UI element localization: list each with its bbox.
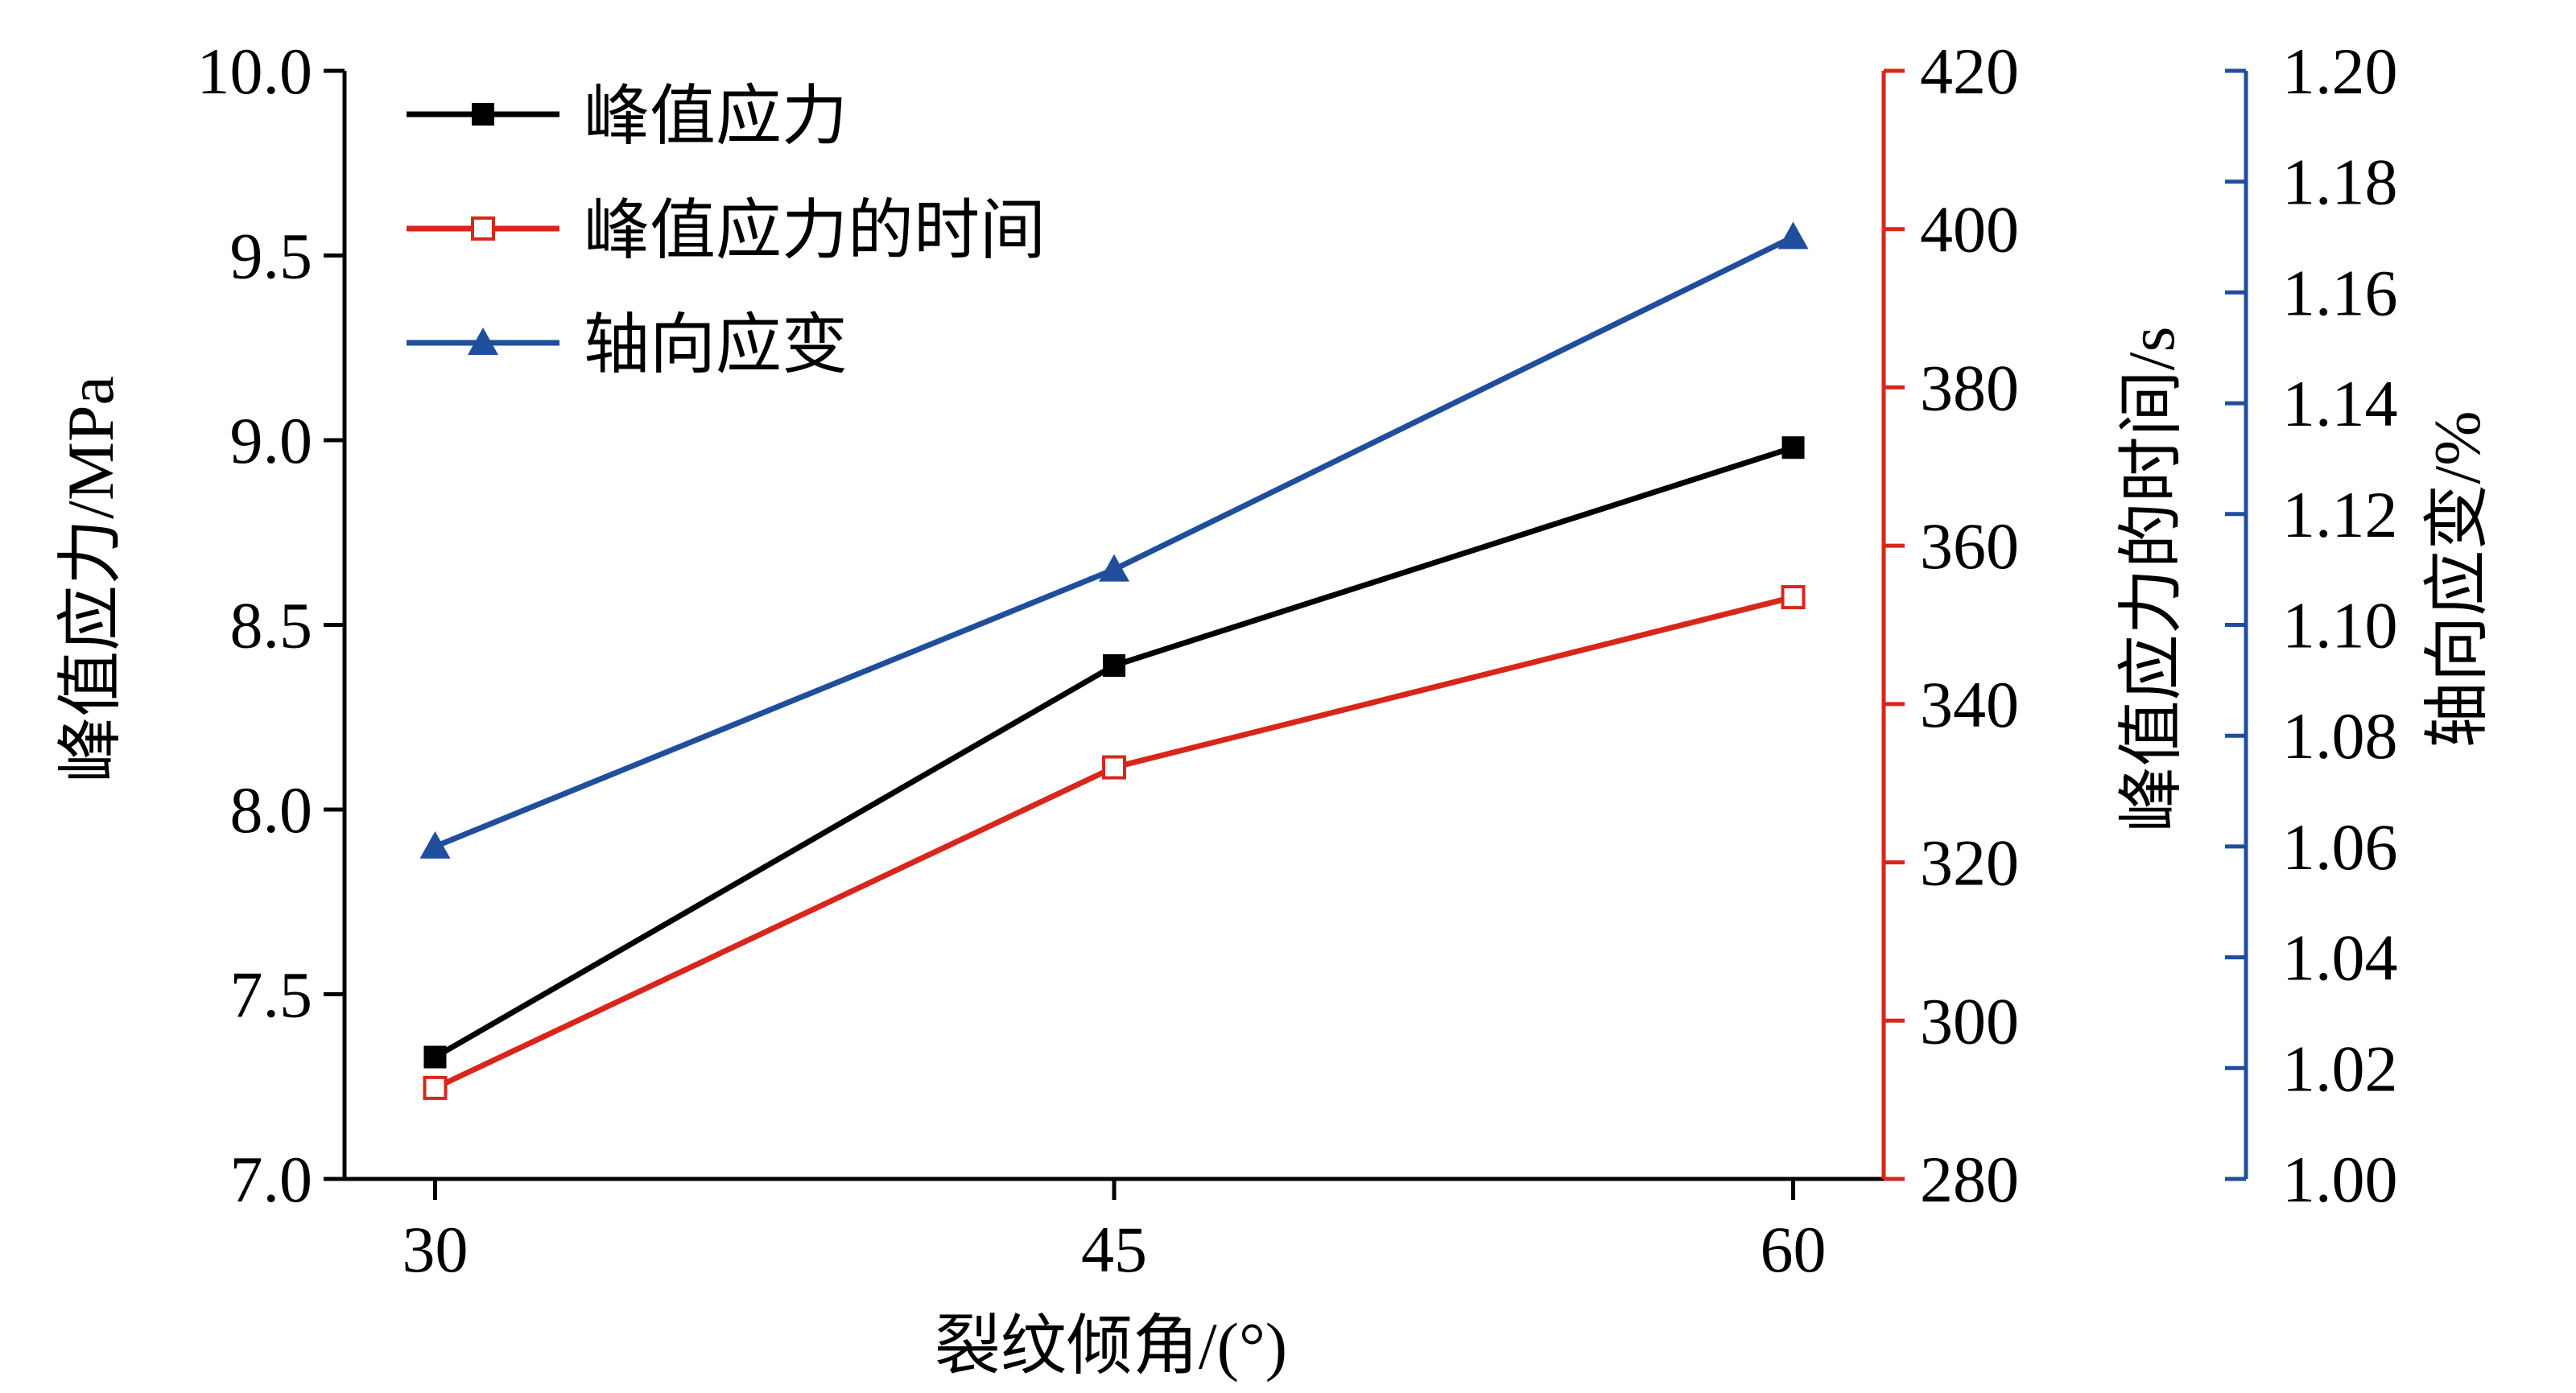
left-axis-tick-label: 8.0	[230, 773, 313, 847]
legend-marker	[468, 328, 498, 355]
right2-axis-label: 轴向应变/%	[2421, 410, 2494, 748]
right2-axis-tick-label: 1.06	[2282, 810, 2398, 884]
left-axis-label: 峰值应力/MPa	[54, 376, 127, 783]
legend-label: 轴向应变	[584, 308, 848, 381]
right2-axis-tick-label: 1.14	[2282, 367, 2398, 440]
right1-axis-tick-label: 400	[1920, 193, 2019, 266]
data-point-1	[1102, 755, 1126, 780]
data-point-0	[1781, 436, 1805, 460]
x-axis-label: 裂纹倾角/(°)	[935, 1309, 1287, 1383]
right1-axis-tick-label: 300	[1920, 984, 2019, 1057]
right2-axis-tick-label: 1.18	[2282, 146, 2398, 219]
right2-axis-tick-label: 1.04	[2282, 921, 2398, 995]
left-axis-tick-label: 7.0	[230, 1143, 313, 1216]
left-axis-tick-label: 9.5	[230, 220, 313, 293]
data-point-1	[1781, 585, 1806, 610]
legend-label: 峰值应力	[584, 80, 848, 153]
right2-axis-tick-label: 1.10	[2282, 589, 2398, 662]
x-axis-tick-label: 30	[402, 1213, 468, 1286]
data-point-2	[1099, 554, 1129, 582]
data-point-0	[423, 1045, 447, 1069]
left-axis-tick-label: 7.5	[230, 958, 313, 1032]
series-line-0	[433, 444, 1794, 1060]
legend-label: 峰值应力的时间	[584, 194, 1046, 267]
data-point-0	[1103, 653, 1125, 677]
right1-axis-tick-label: 380	[1920, 351, 2019, 424]
right2-axis-tick-label: 1.20	[2282, 35, 2398, 108]
data-point-2	[419, 830, 451, 859]
right1-axis-tick-label: 320	[1920, 826, 2019, 900]
right1-axis-tick-label: 420	[1920, 35, 2019, 108]
legend-marker	[472, 103, 494, 126]
data-point-2	[1777, 221, 1809, 249]
right1-axis-tick-label: 340	[1920, 668, 2019, 741]
right2-axis-tick-label: 1.08	[2282, 699, 2398, 773]
axes: 7.0 7.5 8.0 8.5 9.0 9.5 10.0 30 45 60 280 300 320 340…	[197, 35, 2398, 1286]
right1-axis-tick-label: 280	[1920, 1143, 2019, 1216]
left-axis-tick-label: 8.5	[230, 589, 313, 662]
left-axis-tick-label: 9.0	[230, 404, 313, 477]
right1-axis-label: 峰值应力的时间/s	[2115, 327, 2188, 833]
left-axis-tick-label: 10.0	[197, 35, 313, 108]
series-layer	[419, 221, 1809, 1100]
right2-axis-tick-label: 1.00	[2282, 1143, 2398, 1216]
legend-marker	[471, 216, 495, 241]
data-point-1	[423, 1075, 448, 1100]
x-axis-tick-label: 45	[1081, 1213, 1147, 1286]
right2-axis-tick-label: 1.12	[2282, 478, 2398, 551]
right2-axis-tick-label: 1.02	[2282, 1032, 2398, 1105]
x-axis-tick-label: 60	[1761, 1213, 1827, 1286]
right1-axis-tick-label: 360	[1920, 509, 2019, 583]
right2-axis-tick-label: 1.16	[2282, 256, 2398, 329]
